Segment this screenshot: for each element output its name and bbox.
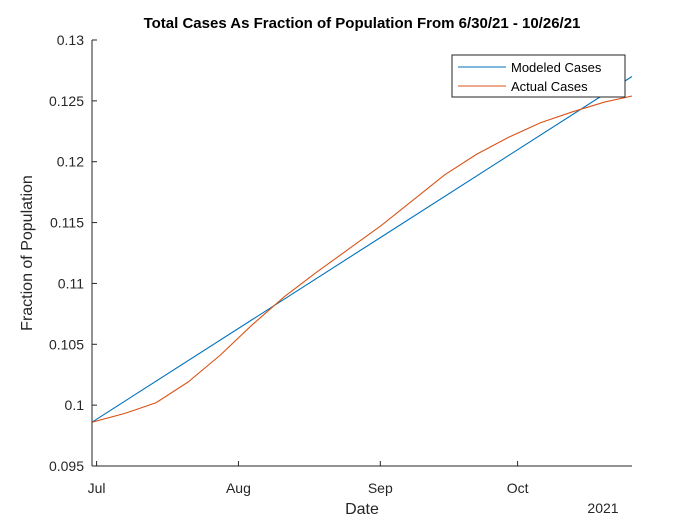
legend: Modeled Cases Actual Cases [451,54,626,98]
y-tick-label: 0.125 [49,93,84,109]
y-tick-label: 0.105 [49,336,84,352]
legend-box [451,54,626,98]
legend-label-2: Actual Cases [511,79,588,94]
plot-area [91,40,633,467]
x-tick-label: Oct [507,480,529,496]
x-axis-ticks: Jul Aug Sep Oct [88,461,529,496]
y-tick-label: 0.13 [57,32,84,48]
x-tick-label: Jul [88,480,106,496]
x-axis-label: Date [345,501,379,518]
chart-title: Total Cases As Fraction of Population Fr… [144,15,581,32]
series-line-1 [91,76,633,423]
y-axis-label: Fraction of Population [19,175,36,331]
y-axis-ticks: 0.095 0.1 0.105 0.11 0.115 0.12 0.125 0.13 [49,32,97,474]
series-line-2 [91,95,633,423]
plot-background [92,40,632,466]
y-tick-label: 0.115 [50,215,84,231]
x-tick-label: Aug [226,480,251,496]
y-tick-label: 0.11 [58,275,84,291]
legend-label-1: Modeled Cases [511,60,602,75]
y-tick-label: 0.12 [57,154,84,170]
y-tick-label: 0.095 [49,458,84,474]
x-tick-label: Sep [368,480,393,496]
series-layer [91,76,633,423]
year-label: 2021 [587,500,618,516]
y-tick-label: 0.1 [65,397,85,413]
axes-layer [91,40,632,467]
